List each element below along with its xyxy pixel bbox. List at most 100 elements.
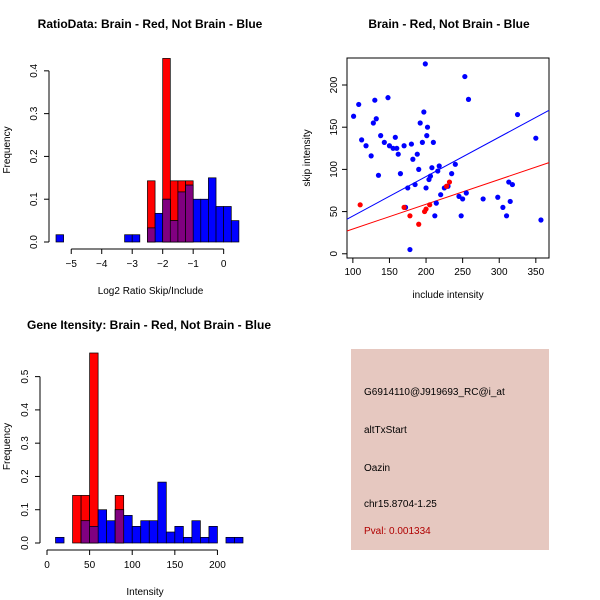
ratio-x-tick-label-1: −4 xyxy=(96,259,108,270)
scatter-not-brain-point xyxy=(509,181,516,188)
intensity-y-tick-label-2: 0.2 xyxy=(20,469,31,483)
scatter-not-brain-point xyxy=(427,173,434,179)
intensity-x-tick-label-4: 200 xyxy=(209,560,226,571)
scatter-not-brain-point xyxy=(390,145,396,151)
intensity-not-brain-bar xyxy=(55,536,65,544)
scatter-not-brain-point xyxy=(386,143,393,149)
intensity-not-brain-bar xyxy=(234,536,244,544)
intensity-not-brain-bar xyxy=(131,526,142,544)
ratio-y-axis-title: Frequency xyxy=(2,126,13,173)
scatter-not-brain-point xyxy=(375,172,382,178)
intensity-y-tick-label-3: 0.3 xyxy=(20,436,31,450)
scatter-y-tick-label-0: 0 xyxy=(329,251,340,257)
scatter-not-brain-point xyxy=(422,61,428,67)
ratio-x-axis-title: Log2 Ratio Skip/Include xyxy=(98,286,204,297)
scatter-not-brain-point xyxy=(378,133,384,139)
scatter-y-tick-label-3: 150 xyxy=(329,118,340,135)
scatter-not-brain-point xyxy=(429,165,435,171)
scatter-x-tick-label-4: 300 xyxy=(491,267,508,278)
intensity-chart-title: Gene Itensity: Brain - Red, Not Brain - … xyxy=(27,318,271,332)
scatter-y-tick-label-2: 100 xyxy=(329,161,340,178)
scatter-x-tick-label-5: 350 xyxy=(527,267,544,278)
intensity-not-brain-bar xyxy=(225,536,235,544)
scatter-not-brain-point xyxy=(368,153,374,159)
intensity-x-tick-label-3: 150 xyxy=(166,560,183,571)
scatter-not-brain-point xyxy=(538,217,544,223)
intensity-not-brain-bar xyxy=(174,526,184,544)
intensity-x-tick-label-0: 0 xyxy=(44,560,50,571)
intensity-y-tick-label-1: 0.1 xyxy=(20,502,31,516)
scatter-x-tick-label-2: 200 xyxy=(418,267,435,278)
scatter-not-brain-point xyxy=(514,111,521,118)
ratio-overlap-bar xyxy=(169,220,179,243)
scatter-not-brain-point xyxy=(507,198,513,205)
ratio-y-tick-label-4: 0.4 xyxy=(29,63,40,77)
intensity-y-tick-label-4: 0.4 xyxy=(20,403,31,417)
scatter-not-brain-point xyxy=(424,133,430,139)
scatter-not-brain-point xyxy=(463,190,469,196)
intensity-y-tick-label-0: 0.0 xyxy=(20,536,31,550)
scatter-brain-point xyxy=(427,202,433,208)
scatter-not-brain-point xyxy=(363,143,369,149)
scatter-not-brain-fit-line xyxy=(346,109,550,220)
ratio-not-brain-bar xyxy=(208,177,217,243)
scatter-y-axis-title: skip intensity xyxy=(302,129,313,186)
scatter-not-brain-point xyxy=(405,185,411,191)
intensity-not-brain-bar xyxy=(148,520,159,544)
scatter-brain-point xyxy=(443,183,450,189)
scatter-y-tick-label-1: 50 xyxy=(329,206,340,218)
ratio-y-tick-label-0: 0.0 xyxy=(29,235,40,249)
ratio-overlap-bar xyxy=(147,227,156,243)
scatter-not-brain-point xyxy=(495,194,501,200)
ratio-not-brain-bar xyxy=(215,206,225,243)
ratio-overlap-bar xyxy=(162,198,171,243)
scatter-x-axis-title: include intensity xyxy=(412,290,483,301)
event-type-text: altTxStart xyxy=(364,425,407,436)
scatter-not-brain-point xyxy=(392,134,398,140)
scatter-not-brain-point xyxy=(414,151,420,157)
scatter-not-brain-point xyxy=(480,196,486,202)
scatter-not-brain-point xyxy=(401,143,407,149)
scatter-not-brain-point xyxy=(423,185,429,191)
scatter-not-brain-point xyxy=(432,213,438,219)
scatter-brain-point xyxy=(423,206,429,212)
ratio-not-brain-bar xyxy=(154,212,164,243)
scatter-not-brain-point xyxy=(416,166,422,172)
info-panel: G6914110@J919693_RC@i_at altTxStart Oazi… xyxy=(351,349,549,550)
intensity-not-brain-bar xyxy=(157,481,167,544)
scatter-not-brain-point xyxy=(438,192,444,198)
intensity-brain-bar xyxy=(89,352,99,544)
scatter-not-brain-point xyxy=(381,139,387,145)
scatter-not-brain-point xyxy=(435,168,441,174)
scatter-not-brain-point xyxy=(395,151,401,157)
scatter-not-brain-point xyxy=(421,109,427,115)
intensity-not-brain-bar xyxy=(200,536,210,544)
ratio-not-brain-bar xyxy=(131,234,141,243)
scatter-not-brain-point xyxy=(394,145,400,151)
intensity-not-brain-bar xyxy=(208,526,218,544)
intensity-not-brain-bar xyxy=(97,509,108,544)
scatter-not-brain-point xyxy=(465,96,472,102)
scatter-not-brain-point xyxy=(430,139,436,145)
intensity-overlap-bar xyxy=(89,526,99,544)
scatter-not-brain-point xyxy=(385,95,391,101)
scatter-not-brain-point xyxy=(419,139,425,145)
intensity-not-brain-bar xyxy=(191,520,201,544)
scatter-not-brain-point xyxy=(452,161,458,167)
scatter-not-brain-point xyxy=(460,196,466,202)
scatter-plot-box xyxy=(346,57,550,259)
scatter-brain-point xyxy=(401,204,407,210)
ratio-x-tick-label-0: −5 xyxy=(66,259,78,270)
ratio-y-tick-label-3: 0.3 xyxy=(29,106,40,120)
intensity-y-tick-label-5: 0.5 xyxy=(20,369,31,383)
scatter-not-brain-point xyxy=(417,120,423,126)
intensity-brain-bar xyxy=(72,495,82,544)
scatter-chart-title: Brain - Red, Not Brain - Blue xyxy=(368,17,530,31)
scatter-not-brain-point xyxy=(356,101,362,108)
scatter-not-brain-point xyxy=(408,141,415,147)
scatter-not-brain-point xyxy=(458,213,464,219)
ratio-y-tick-label-2: 0.2 xyxy=(29,149,40,163)
pval-text: Pval: 0.001334 xyxy=(364,526,431,537)
scatter-not-brain-point xyxy=(397,171,404,177)
